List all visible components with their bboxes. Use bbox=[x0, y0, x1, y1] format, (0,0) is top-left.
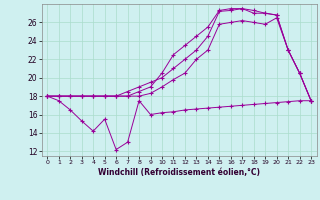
X-axis label: Windchill (Refroidissement éolien,°C): Windchill (Refroidissement éolien,°C) bbox=[98, 168, 260, 177]
